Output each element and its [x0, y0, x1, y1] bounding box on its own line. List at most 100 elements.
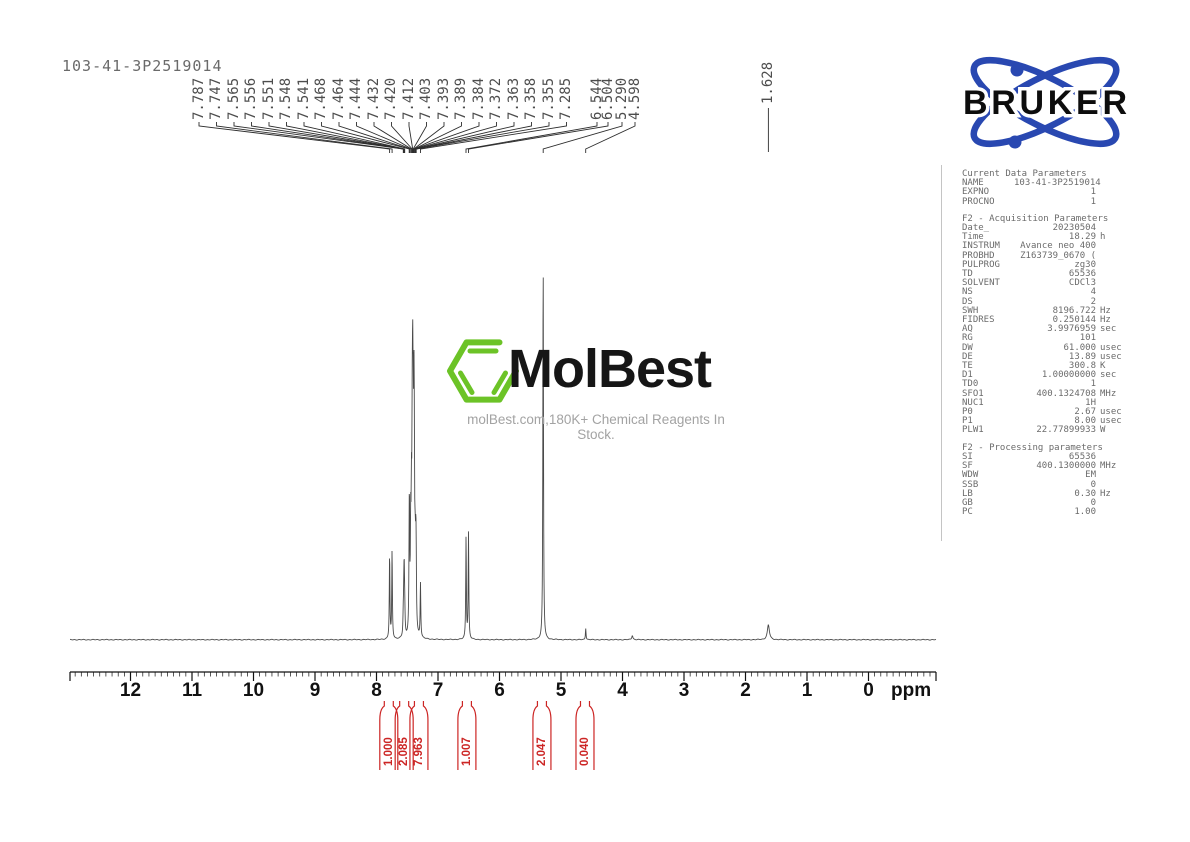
param-name: GB: [962, 497, 973, 508]
param-row: EXPNO 1: [962, 188, 1134, 197]
axis-tick-label: 10: [242, 680, 265, 701]
integral-brackets: [379, 701, 595, 770]
param-unit: [1096, 252, 1134, 261]
param-name: SSB: [962, 479, 979, 490]
param-name: DS: [962, 296, 973, 307]
param-section: F2 - Processing parameters SI 65536 SF 400.1…: [962, 442, 1134, 518]
integral-value: 0.040: [578, 737, 591, 766]
param-row: GB 0: [962, 497, 1134, 508]
param-section: F2 - Acquisition Parameters Date_ 20230504…: [962, 214, 1134, 436]
benzene-ring-icon: [447, 339, 519, 403]
param-row: PC 1.00: [962, 507, 1134, 518]
param-value: 400.1324708: [1036, 388, 1096, 399]
param-value: 0.250144: [1052, 315, 1096, 326]
param-unit: [1096, 261, 1134, 270]
axis-tick-label: 8: [371, 680, 382, 701]
param-name: EXPNO: [962, 187, 990, 198]
param-value: 1H: [1085, 397, 1096, 408]
param-value: zg30: [1074, 259, 1096, 270]
param-section-title: F2 - Processing parameters: [962, 442, 1103, 453]
param-row: TD0 1: [962, 380, 1134, 389]
param-unit: Hz: [1100, 315, 1111, 326]
param-name: DE: [962, 351, 973, 362]
integral-value: 2.085: [398, 737, 411, 766]
param-name: DW: [962, 342, 973, 353]
param-name: Time: [962, 232, 984, 243]
param-row: PROBHD Z163739_0670 (: [962, 250, 1134, 261]
param-value: Avance neo 400: [1020, 241, 1096, 252]
param-name: WDW: [962, 470, 979, 481]
molbest-tagline: molBest.com,180K+ Chemical Reagents In S…: [467, 412, 725, 442]
axis-tick-label: 2: [740, 680, 751, 701]
param-row: SI 65536: [962, 452, 1134, 462]
molbest-wordmark: MolBest: [508, 339, 712, 399]
integral-value: 1.000: [382, 737, 395, 766]
param-value: EM: [1085, 470, 1096, 481]
param-value: 65536: [1068, 269, 1096, 280]
param-name: LB: [962, 488, 973, 499]
param-name: SF: [962, 461, 973, 472]
axis-tick-label: 7: [432, 680, 444, 701]
param-name: FIDRES: [962, 315, 995, 326]
param-row: INSTRUM Avance neo 400: [962, 242, 1134, 251]
peak-label: 7.389: [453, 77, 469, 120]
peak-label: 4.598: [626, 77, 643, 120]
param-unit: [1096, 188, 1134, 197]
param-value: 2: [1090, 296, 1096, 307]
param-value: 8196.722: [1052, 305, 1096, 316]
param-name: INSTRUM: [962, 241, 1000, 252]
param-value: 18.29: [1068, 232, 1096, 243]
param-name: PROCNO: [962, 196, 995, 207]
peak-label: 7.444: [348, 77, 364, 120]
param-unit: usec: [1100, 351, 1122, 362]
param-value: 1: [1090, 379, 1096, 390]
peak-label: 7.412: [400, 77, 417, 120]
param-name: RG: [962, 333, 973, 344]
peak-label: 7.548: [278, 77, 294, 120]
param-unit: W: [1100, 425, 1106, 436]
parameters-panel: Current Data Parameters NAME 103-41-3P2519…: [962, 169, 1134, 525]
param-name: SWH: [962, 305, 979, 316]
peak-label: 7.556: [243, 77, 259, 120]
param-value: 13.89: [1068, 351, 1096, 362]
integral-value: 1.007: [460, 737, 473, 766]
param-row: NAME 103-41-3P2519014: [962, 178, 1134, 188]
axis-tick-label: 12: [119, 680, 142, 701]
peak-label: 7.464: [330, 77, 347, 120]
param-name: TD: [962, 269, 973, 280]
param-unit: [1096, 270, 1134, 279]
peak-label: 7.420: [383, 77, 399, 120]
params-separator-line: [941, 165, 942, 541]
bruker-logo: BRUKER: [960, 56, 1131, 149]
param-row: FIDRES 0.250144 Hz: [962, 315, 1134, 326]
axis-tick-label: 5: [555, 680, 567, 701]
axis-tick-label: 6: [494, 680, 505, 701]
peak-label: 7.747: [208, 77, 224, 120]
param-row: P0 2.67 usec: [962, 407, 1134, 418]
param-name: PC: [962, 507, 973, 518]
x-axis: [69, 671, 937, 681]
axis-tick-label: 0: [863, 680, 874, 701]
peak-label: 7.551: [260, 77, 277, 120]
param-row: PROCNO 1: [962, 196, 1134, 207]
param-name: SOLVENT: [962, 278, 1000, 289]
peak-label: 7.403: [418, 77, 434, 120]
param-row: P1 8.00 usec: [962, 417, 1134, 426]
param-row: TE 300.8 K: [962, 361, 1134, 372]
param-unit: [1096, 288, 1134, 297]
param-unit: Hz: [1100, 305, 1111, 316]
param-name: P1: [962, 416, 973, 427]
param-value: 0: [1090, 479, 1096, 490]
axis-tick-label: 11: [181, 680, 203, 701]
param-name: TE: [962, 361, 973, 372]
param-row: PLW1 22.77899933 W: [962, 426, 1134, 435]
param-value: Z163739_0670 (: [1020, 250, 1096, 261]
param-unit: usec: [1100, 407, 1122, 418]
param-value: 1.00000000: [1041, 370, 1096, 381]
param-row: DE 13.89 usec: [962, 351, 1134, 362]
param-unit: [1096, 279, 1134, 288]
peak-label: 7.393: [435, 77, 452, 120]
peak-label: 7.285: [558, 77, 574, 120]
param-row: DW 61.000 usec: [962, 342, 1134, 353]
